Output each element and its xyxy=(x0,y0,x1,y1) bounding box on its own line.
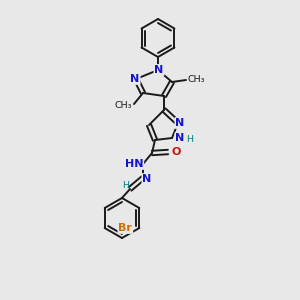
Text: CH₃: CH₃ xyxy=(188,74,206,83)
Text: H: H xyxy=(122,182,130,190)
Text: O: O xyxy=(171,147,181,157)
Text: Br: Br xyxy=(118,223,132,233)
Text: H: H xyxy=(186,134,193,143)
Text: N: N xyxy=(176,118,184,128)
Text: N: N xyxy=(142,174,152,184)
Text: N: N xyxy=(130,74,140,84)
Text: N: N xyxy=(154,65,164,75)
Text: CH₃: CH₃ xyxy=(115,100,132,109)
Text: HN: HN xyxy=(125,159,143,169)
Text: N: N xyxy=(176,133,184,143)
